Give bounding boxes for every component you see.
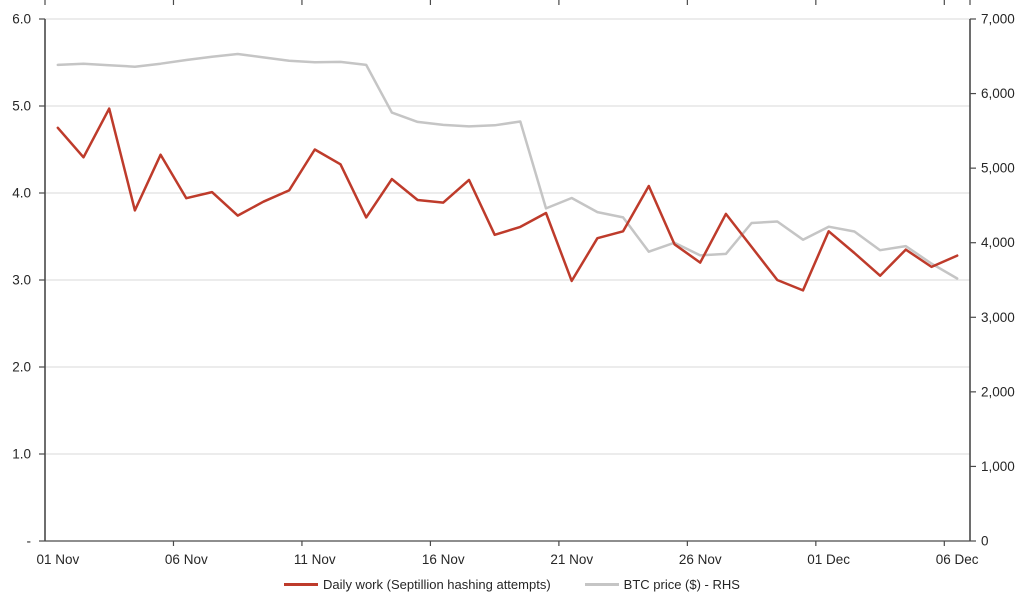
x-axis-tick-label: 11 Nov xyxy=(294,552,336,567)
btc-price-line-swatch xyxy=(584,583,619,586)
right-axis-tick-label: 1,000 xyxy=(981,459,1015,474)
left-axis-tick-label: 2.0 xyxy=(12,360,31,375)
legend-item-btc-price: BTC price ($) - RHS xyxy=(584,577,740,592)
left-axis-tick-label: - xyxy=(27,534,32,549)
left-axis-tick-label: 4.0 xyxy=(12,186,31,201)
left-axis-tick-label: 5.0 xyxy=(12,99,31,114)
right-axis-tick-label: 5,000 xyxy=(981,161,1015,176)
x-axis-tick-label: 01 Nov xyxy=(36,552,79,567)
x-axis-tick-label: 01 Dec xyxy=(807,552,850,567)
x-axis-tick-label: 06 Dec xyxy=(936,552,979,567)
x-axis-tick-label: 16 Nov xyxy=(422,552,465,567)
right-axis-tick-label: 0 xyxy=(981,534,989,549)
legend-item-daily-work: Daily work (Septillion hashing attempts) xyxy=(284,577,551,592)
legend-label-daily-work: Daily work (Septillion hashing attempts) xyxy=(323,577,551,592)
btc-price-line xyxy=(56,52,959,280)
left-axis-tick-label: 1.0 xyxy=(12,447,31,462)
x-axis-tick-label: 26 Nov xyxy=(679,552,722,567)
right-axis-tick-label: 2,000 xyxy=(981,384,1015,399)
right-axis-tick-label: 3,000 xyxy=(981,310,1015,325)
daily-work-line-swatch xyxy=(284,583,319,586)
legend: Daily work (Septillion hashing attempts)… xyxy=(0,577,1024,592)
right-axis-tick-label: 7,000 xyxy=(981,12,1015,27)
legend-label-btc-price: BTC price ($) - RHS xyxy=(623,577,740,592)
right-axis-tick-label: 4,000 xyxy=(981,235,1015,250)
left-axis-tick-label: 6.0 xyxy=(12,12,31,27)
left-axis-tick-label: 3.0 xyxy=(12,273,31,288)
x-axis-tick-label: 21 Nov xyxy=(550,552,593,567)
daily-work-line xyxy=(56,107,959,292)
x-axis-tick-label: 06 Nov xyxy=(165,552,208,567)
right-axis-tick-label: 6,000 xyxy=(981,86,1015,101)
